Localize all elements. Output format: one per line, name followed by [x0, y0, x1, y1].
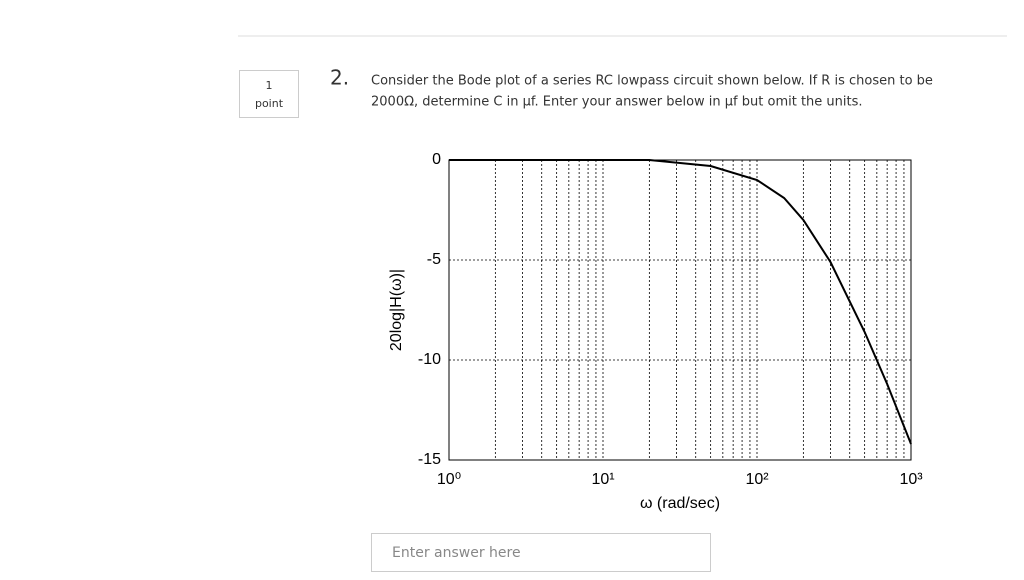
answer-input[interactable]	[371, 533, 711, 572]
question-text: Consider the Bode plot of a series RC lo…	[371, 74, 933, 89]
y-tick-label: -5	[427, 251, 441, 268]
question-text: 2000Ω, determine C in μf. Enter your ans…	[371, 95, 863, 110]
y-tick-label: 0	[432, 151, 441, 168]
x-tick-label: 10⁰	[437, 471, 461, 488]
points-unit: point	[255, 97, 284, 110]
y-tick-label: -15	[418, 451, 441, 468]
chart: 10⁰ 10¹ 10² 10³ 0 -5 -10 -15	[418, 151, 923, 488]
y-axis-label: 20log|H(ω)|	[388, 269, 405, 351]
x-tick-label: 10²	[745, 471, 769, 488]
y-tick-label: -10	[418, 351, 441, 368]
x-tick-label: 10¹	[591, 471, 614, 488]
x-tick-label: 10³	[899, 471, 923, 488]
answer-placeholder: Enter answer here	[392, 545, 521, 561]
response-curve	[449, 159, 912, 445]
points-value: 1	[266, 79, 273, 92]
question-number: 2.	[330, 66, 349, 90]
points-box	[239, 70, 299, 118]
plot-frame	[448, 159, 912, 461]
x-axis-label: ω (rad/sec)	[640, 495, 720, 512]
